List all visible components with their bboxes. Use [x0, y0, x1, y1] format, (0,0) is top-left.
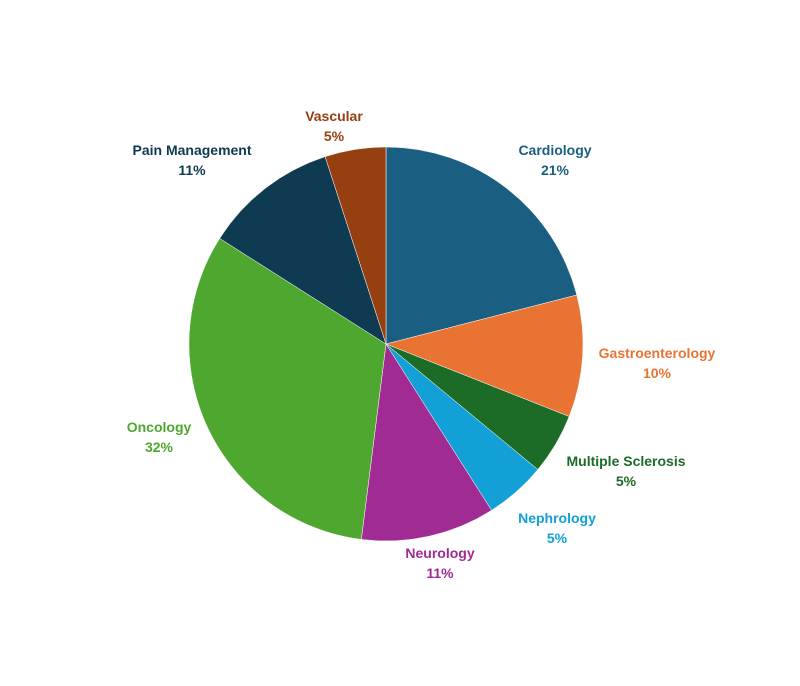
data-label-multiple-sclerosis: Multiple Sclerosis 5%	[566, 451, 685, 491]
data-label-gastroenterology: Gastroenterology 10%	[599, 343, 716, 383]
percentage-label: 11%	[178, 162, 206, 178]
category-label: Cardiology	[518, 142, 592, 158]
category-label: Oncology	[126, 419, 192, 435]
data-label-oncology: Oncology 32%	[127, 417, 192, 457]
data-label-pain-management: Pain Management 11%	[132, 140, 251, 180]
pie-slice-gastroenterology	[385, 294, 584, 417]
percentage-label: 5%	[323, 128, 345, 144]
percentage-label: 21%	[540, 162, 570, 178]
percentage-label: 11%	[426, 565, 454, 581]
pie-slice-pain-management	[219, 156, 387, 345]
category-label: Pain Management	[132, 142, 252, 158]
category-label: Multiple Sclerosis	[566, 453, 686, 469]
pie-slice-vascular	[324, 146, 387, 345]
category-label: Nephrology	[518, 510, 596, 526]
data-label-nephrology: Nephrology 5%	[518, 508, 596, 548]
pie-slice-oncology	[188, 238, 387, 540]
category-label: Neurology	[405, 545, 475, 561]
category-label: Gastroenterology	[598, 345, 716, 361]
pie-slice-cardiology	[385, 146, 578, 345]
pie-slice-neurology	[361, 343, 492, 542]
data-label-cardiology: Cardiology 21%	[518, 140, 591, 180]
percentage-label: 10%	[642, 365, 672, 381]
data-label-vascular: Vascular 5%	[305, 106, 363, 146]
percentage-label: 5%	[546, 530, 568, 546]
category-label: Vascular	[305, 108, 363, 124]
data-label-neurology: Neurology 11%	[405, 543, 474, 583]
percentage-label: 5%	[615, 473, 637, 489]
percentage-label: 32%	[144, 439, 174, 455]
